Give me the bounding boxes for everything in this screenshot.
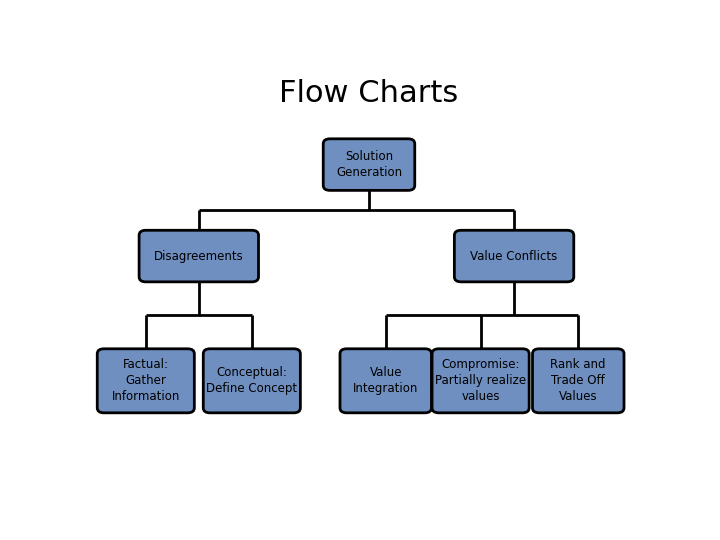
Text: Disagreements: Disagreements [154,249,243,262]
Text: Factual:
Gather
Information: Factual: Gather Information [112,359,180,403]
FancyBboxPatch shape [432,349,529,413]
Text: Conceptual:
Define Concept: Conceptual: Define Concept [206,366,297,395]
Text: Solution
Generation: Solution Generation [336,150,402,179]
FancyBboxPatch shape [454,230,574,282]
FancyBboxPatch shape [340,349,431,413]
FancyBboxPatch shape [139,230,258,282]
FancyBboxPatch shape [203,349,300,413]
FancyBboxPatch shape [97,349,194,413]
Text: Compromise:
Partially realize
values: Compromise: Partially realize values [435,359,526,403]
FancyBboxPatch shape [533,349,624,413]
Text: Rank and
Trade Off
Values: Rank and Trade Off Values [551,359,606,403]
Text: Flow Charts: Flow Charts [279,79,459,109]
FancyBboxPatch shape [323,139,415,191]
Text: Value
Integration: Value Integration [353,366,418,395]
Text: Value Conflicts: Value Conflicts [470,249,558,262]
